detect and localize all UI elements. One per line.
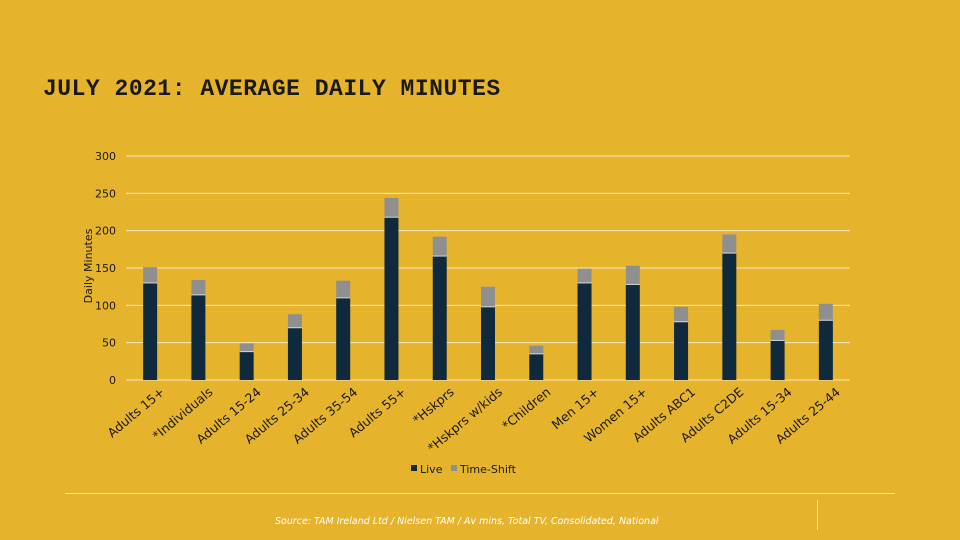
legend-label-live: Live bbox=[420, 463, 443, 476]
bar-time-shift bbox=[143, 267, 158, 283]
bar-live bbox=[818, 320, 833, 380]
bar-live bbox=[143, 282, 158, 380]
footer-divider bbox=[65, 493, 895, 494]
y-tick-label: 300 bbox=[95, 150, 116, 163]
legend-swatch-live bbox=[411, 465, 417, 471]
x-category-label: *Hskprs bbox=[410, 384, 457, 427]
bar-live bbox=[481, 306, 495, 380]
chart-title: JULY 2021: AVERAGE DAILY MINUTES bbox=[43, 76, 501, 102]
bar-live bbox=[529, 353, 544, 380]
legend-swatch-time-shift bbox=[451, 465, 457, 471]
bar-live bbox=[674, 321, 689, 380]
bar-time-shift bbox=[481, 286, 495, 307]
y-tick-label: 0 bbox=[109, 374, 116, 387]
bar-live bbox=[432, 256, 447, 380]
y-tick-label: 100 bbox=[95, 299, 116, 312]
bar-time-shift bbox=[722, 234, 737, 254]
bar-live bbox=[384, 217, 399, 380]
y-tick-label: 150 bbox=[95, 262, 116, 275]
legend-label-time-shift: Time-Shift bbox=[459, 463, 517, 476]
bars bbox=[143, 197, 833, 380]
source-note: Source: TAM Ireland Ltd / Nielsen TAM / … bbox=[275, 516, 659, 527]
bar-live bbox=[287, 327, 302, 380]
bar-live bbox=[191, 294, 206, 380]
bar-live bbox=[625, 284, 640, 380]
y-axis-ticks: 0 50 100 150 200 250 300 bbox=[95, 150, 116, 387]
footer-vertical-divider bbox=[817, 500, 818, 530]
bar-live bbox=[770, 340, 785, 380]
bar-time-shift bbox=[191, 279, 206, 295]
bar-time-shift bbox=[432, 236, 447, 257]
bar-live bbox=[239, 351, 254, 380]
y-tick-label: 200 bbox=[95, 225, 116, 238]
bar-live bbox=[577, 282, 592, 380]
x-category-label: *Children bbox=[499, 384, 553, 433]
bar-time-shift bbox=[529, 345, 544, 354]
bar-time-shift bbox=[674, 306, 689, 322]
bar-live bbox=[336, 297, 351, 380]
bar-time-shift bbox=[239, 343, 254, 352]
y-tick-label: 250 bbox=[95, 187, 116, 200]
y-axis-title: Daily Minutes bbox=[82, 228, 95, 303]
y-tick-label: 50 bbox=[102, 337, 116, 350]
bar-time-shift bbox=[577, 268, 592, 283]
bar-live bbox=[722, 253, 737, 380]
bar-time-shift bbox=[625, 265, 640, 285]
bar-time-shift bbox=[384, 197, 399, 218]
bar-time-shift bbox=[287, 314, 302, 328]
bar-time-shift bbox=[336, 280, 351, 298]
bar-time-shift bbox=[770, 329, 785, 341]
legend: Live Time-Shift bbox=[411, 463, 517, 476]
bar-time-shift bbox=[818, 303, 833, 321]
